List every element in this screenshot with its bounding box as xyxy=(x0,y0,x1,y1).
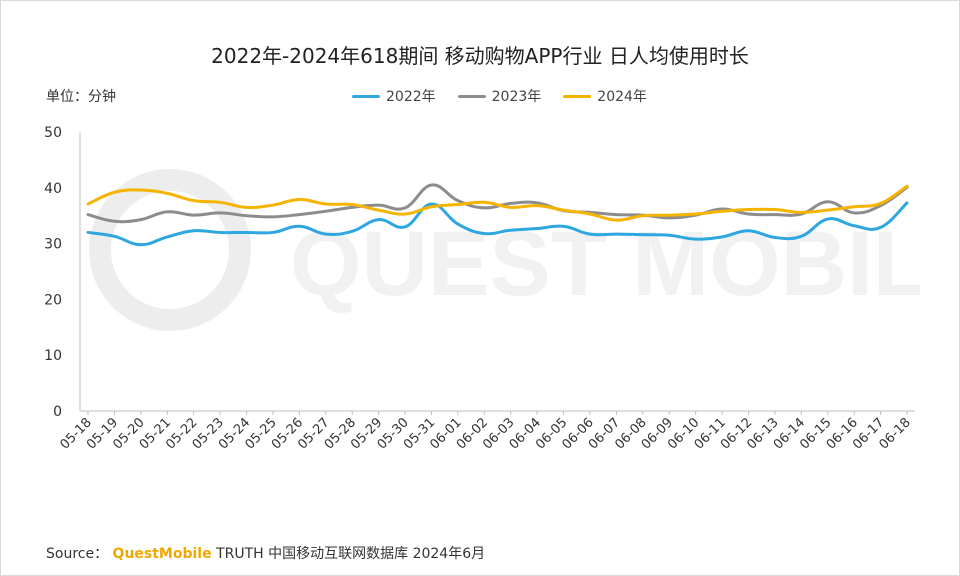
source-brand: QuestMobile xyxy=(112,546,212,562)
y-tick-label: 40 xyxy=(44,181,62,197)
y-tick-label: 10 xyxy=(44,348,62,364)
chart-title: 2022年-2024年618期间 移动购物APP行业 日人均使用时长 xyxy=(211,44,749,68)
source-prefix: Source： xyxy=(46,546,109,562)
legend-swatch-2024 xyxy=(563,94,592,98)
source-suffix: TRUTH 中国移动互联网数据库 2024年6月 xyxy=(216,546,486,562)
y-tick-label: 50 xyxy=(44,125,62,141)
legend-swatch-2022 xyxy=(352,94,380,98)
series-line-2024年 xyxy=(86,184,909,222)
y-tick-label: 20 xyxy=(44,292,62,308)
source-line: Source： QuestMobile TRUTH 中国移动互联网数据库 202… xyxy=(46,543,485,563)
legend-item-2024: 2024年 xyxy=(563,86,647,106)
legend-swatch-2023 xyxy=(457,94,486,98)
y-tick-label: 0 xyxy=(53,404,62,420)
legend-label-2022: 2022年 xyxy=(386,89,436,105)
legend-label-2023: 2023年 xyxy=(491,89,542,105)
y-tick-label: 30 xyxy=(44,237,62,253)
legend: 2022年 2023年 2024年 xyxy=(352,86,647,106)
series-line-2022年 xyxy=(86,201,909,247)
legend-item-2023: 2023年 xyxy=(457,86,542,106)
unit-label: 单位：分钟 xyxy=(46,89,116,105)
legend-label-2024: 2024年 xyxy=(597,89,647,105)
legend-item-2022: 2022年 xyxy=(352,86,436,106)
